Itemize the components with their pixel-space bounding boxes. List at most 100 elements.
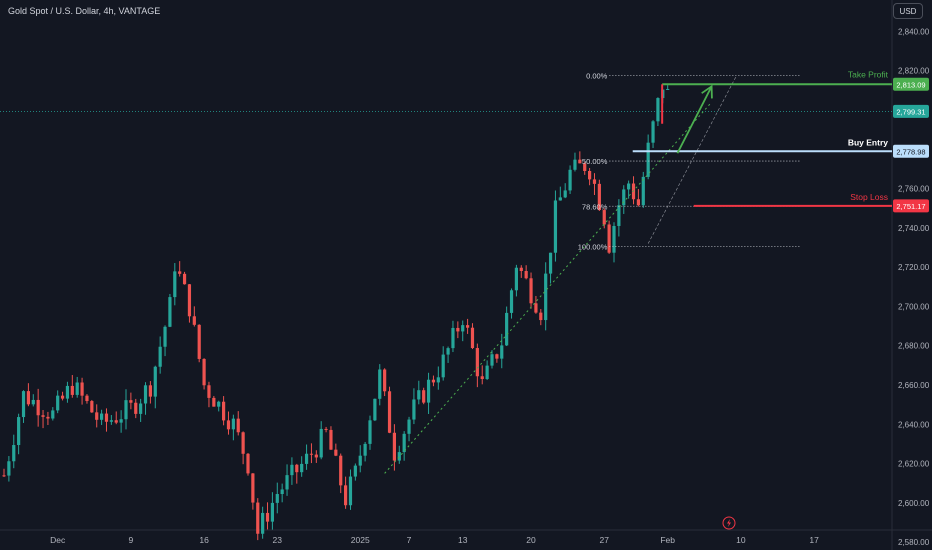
candle-body bbox=[495, 354, 499, 359]
candle-body bbox=[236, 418, 240, 433]
fib-level-label: 50.00% bbox=[582, 157, 608, 166]
annotations-layer: 0.00% 50.00% 78.60% 100.00% Take Profit Buy E… bbox=[0, 69, 892, 474]
y-tick-label: 2,820.00 bbox=[898, 67, 930, 76]
take-profit-label: Take Profit bbox=[848, 69, 889, 79]
candle-body bbox=[114, 420, 118, 423]
candle-body bbox=[270, 502, 274, 522]
candle-body bbox=[60, 395, 65, 399]
candle-body bbox=[534, 303, 538, 313]
y-tick-label: 2,840.00 bbox=[898, 27, 930, 36]
fib-level-label: 100.00% bbox=[578, 243, 608, 252]
y-tick-label: 2,760.00 bbox=[898, 185, 930, 194]
y-tick-label: 2,580.00 bbox=[898, 538, 930, 547]
candle-body bbox=[290, 464, 294, 476]
target-arrow-shaft bbox=[676, 86, 713, 154]
candle-body bbox=[197, 324, 201, 359]
candle-body bbox=[153, 366, 157, 397]
candle-body bbox=[578, 159, 582, 164]
candle-body bbox=[334, 449, 338, 456]
candle-body bbox=[12, 445, 16, 462]
candle-body bbox=[324, 428, 328, 430]
candle-body bbox=[431, 379, 436, 383]
candle-body bbox=[163, 326, 167, 347]
x-tick-label: 23 bbox=[273, 535, 283, 545]
x-tick-label: 16 bbox=[199, 535, 209, 545]
candle-body bbox=[568, 169, 572, 191]
x-tick-label: Feb bbox=[660, 535, 675, 545]
candle-body bbox=[246, 453, 250, 474]
candle-body bbox=[646, 142, 650, 177]
candle-body bbox=[251, 473, 255, 503]
y-tick-label: 2,640.00 bbox=[898, 420, 930, 429]
candle-body bbox=[490, 354, 494, 366]
candle-body bbox=[275, 494, 279, 503]
candle-body bbox=[383, 369, 387, 392]
candle-body bbox=[2, 475, 6, 477]
candle-body bbox=[261, 512, 265, 534]
trend-line bbox=[384, 101, 712, 474]
x-tick-label: 13 bbox=[458, 535, 468, 545]
fib-level-label: 78.60% bbox=[582, 202, 608, 211]
x-tick-label: 17 bbox=[809, 535, 819, 545]
y-tick-label: 2,680.00 bbox=[898, 342, 930, 351]
target-arrow-head bbox=[701, 84, 713, 99]
axes-layer: 2,580.00 2,600.00 2,620.00 2,640.00 2,660.00… bbox=[50, 27, 930, 547]
price-tag-bg bbox=[893, 144, 929, 158]
candle-body bbox=[656, 98, 660, 122]
candle-body bbox=[173, 271, 177, 298]
candle-body bbox=[80, 382, 84, 396]
candle-body bbox=[485, 365, 489, 380]
y-tick-label: 2,600.00 bbox=[898, 499, 930, 508]
candle-body bbox=[627, 183, 631, 190]
lightning-icon[interactable] bbox=[722, 516, 736, 530]
x-tick-label: 27 bbox=[600, 535, 610, 545]
candle-body bbox=[392, 432, 396, 461]
candle-body bbox=[558, 197, 562, 201]
candle-body bbox=[309, 453, 314, 455]
candle-body bbox=[285, 475, 289, 490]
candle-body bbox=[26, 391, 30, 405]
candle-body bbox=[202, 358, 206, 386]
candle-body bbox=[51, 410, 55, 419]
candle-body bbox=[124, 400, 128, 420]
candle-body bbox=[265, 512, 270, 522]
candle-body bbox=[597, 183, 601, 211]
candle-body bbox=[56, 395, 60, 411]
candle-body bbox=[505, 312, 509, 346]
y-tick-label: 2,720.00 bbox=[898, 263, 930, 272]
candle-body bbox=[387, 391, 392, 433]
candle-body bbox=[612, 225, 616, 253]
candle-body bbox=[417, 390, 421, 400]
candle-body bbox=[514, 267, 518, 291]
candle-body bbox=[475, 348, 479, 377]
candle-body bbox=[295, 464, 299, 473]
candle-body bbox=[100, 413, 104, 420]
candle-body bbox=[226, 420, 231, 430]
x-tick-label: 20 bbox=[526, 535, 536, 545]
candle-body bbox=[329, 429, 333, 450]
candle-body bbox=[602, 210, 606, 225]
candle-body bbox=[368, 420, 372, 444]
y-tick-label: 2,620.00 bbox=[898, 460, 930, 469]
candle-body bbox=[158, 346, 162, 367]
candle-body bbox=[363, 443, 367, 456]
candle-body bbox=[641, 176, 645, 206]
x-tick-label: 10 bbox=[736, 535, 746, 545]
candle-body bbox=[104, 413, 109, 422]
candle-body bbox=[90, 401, 94, 413]
candle-body bbox=[412, 399, 416, 420]
y-tick-label: 2,700.00 bbox=[898, 302, 930, 311]
candle-body bbox=[222, 401, 226, 421]
candle-body bbox=[436, 377, 440, 383]
candle-body bbox=[451, 327, 455, 349]
stop-loss-label: Stop Loss bbox=[850, 192, 888, 202]
candle-body bbox=[314, 454, 318, 458]
x-tick-label: 7 bbox=[407, 535, 412, 545]
candle-body bbox=[607, 224, 611, 253]
candle-body bbox=[256, 502, 260, 534]
currency-button[interactable]: USD bbox=[893, 3, 923, 19]
candle-body bbox=[461, 325, 465, 332]
candle-body bbox=[426, 379, 431, 403]
y-tick-label: 2,740.00 bbox=[898, 224, 930, 233]
